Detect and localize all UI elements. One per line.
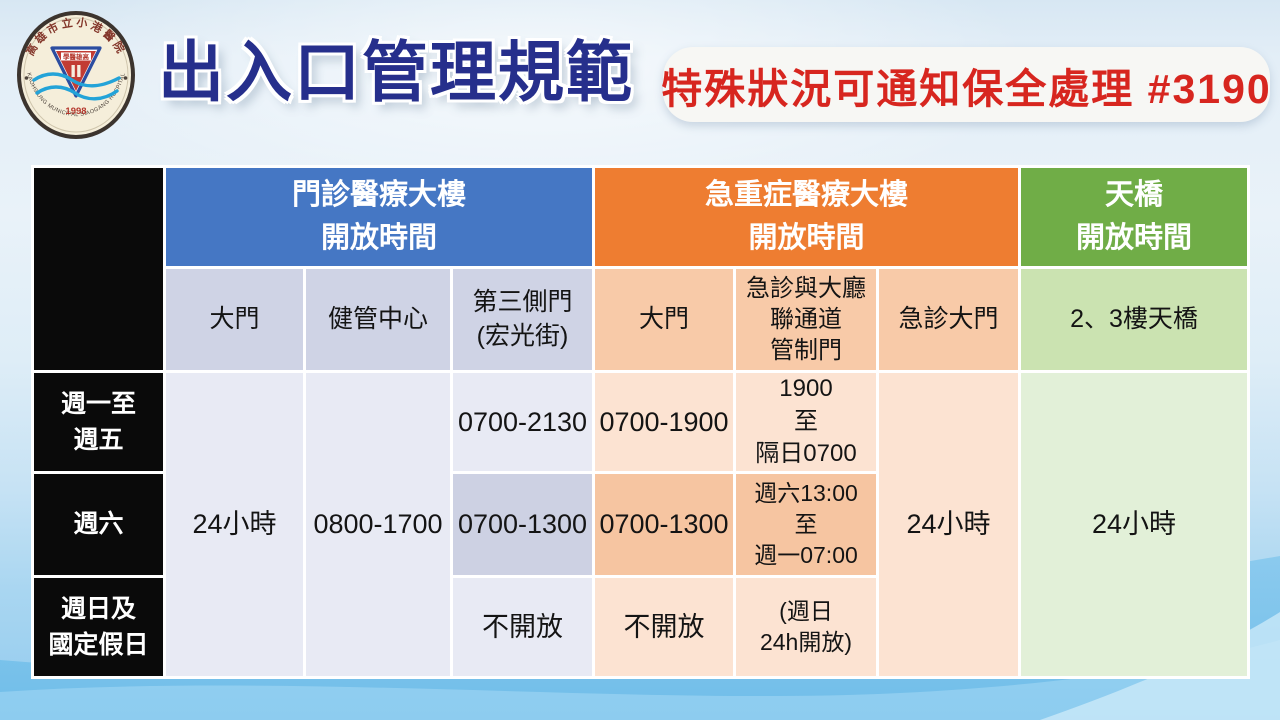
group-header-skybridge: 天橋 開放時間: [1021, 168, 1247, 266]
logo-year: 1998: [65, 106, 86, 117]
logo-inner-text: 學醫雄高: [63, 52, 90, 61]
cell-er-main-gate-weekdays: 0700-1900: [595, 373, 733, 471]
cell-skybridge-all: 24小時: [1021, 373, 1247, 676]
logo-right-dot: [123, 76, 128, 80]
subheader-skybridge-floors: 2、3樓天橋: [1021, 269, 1247, 370]
entrance-hours-table: 門診醫療大樓 開放時間 急重症醫療大樓 開放時間 天橋 開放時間 大門 健管中心…: [31, 165, 1250, 679]
subheader-outpatient-main-gate: 大門: [166, 269, 303, 370]
cell-er-entrance-all: 24小時: [879, 373, 1018, 676]
cell-third-side-gate-weekdays: 0700-2130: [453, 373, 592, 471]
row-label-sunday-holiday: 週日及 國定假日: [34, 578, 163, 676]
subheader-er-lobby-corridor-gate: 急診與大廳 聯通道 管制門: [736, 269, 876, 370]
cell-health-mgmt-center-all: 0800-1700: [306, 373, 450, 676]
logo-left-dot: [24, 76, 29, 80]
group-header-outpatient-building: 門診醫療大樓 開放時間: [166, 168, 592, 266]
group-header-er-building: 急重症醫療大樓 開放時間: [595, 168, 1018, 266]
security-notice-pill: 特殊狀況可通知保全處理 #3190: [661, 47, 1272, 122]
security-notice-text: 特殊狀況可通知保全處理 #3190: [661, 65, 1272, 112]
corner-cell: [34, 168, 163, 370]
background-waves: [0, 556, 1280, 720]
cell-third-side-gate-sunday: 不開放: [453, 578, 592, 676]
cell-corridor-gate-saturday: 週六13:00 至 週一07:00: [736, 474, 876, 575]
subheader-third-side-gate: 第三側門 (宏光街): [453, 269, 592, 370]
cell-corridor-gate-sunday: (週日 24h開放): [736, 578, 876, 676]
hospital-logo: 高雄市立小港醫院 KAOHSIUNG MUNICIPAL SIAOGANG HO…: [17, 11, 135, 139]
subheader-er-main-gate: 大門: [595, 269, 733, 370]
cell-er-main-gate-saturday: 0700-1300: [595, 474, 733, 575]
cell-outpatient-main-gate-all: 24小時: [166, 373, 303, 676]
cell-er-main-gate-sunday: 不開放: [595, 578, 733, 676]
subheader-health-mgmt-center: 健管中心: [306, 269, 450, 370]
page-title: 出入口管理規範: [158, 35, 634, 109]
cell-third-side-gate-saturday: 0700-1300: [453, 474, 592, 575]
cell-corridor-gate-weekdays: 1900 至 隔日0700: [736, 373, 876, 471]
row-label-saturday: 週六: [34, 474, 163, 575]
subheader-er-entrance: 急診大門: [879, 269, 1018, 370]
row-label-weekdays: 週一至 週五: [34, 373, 163, 471]
